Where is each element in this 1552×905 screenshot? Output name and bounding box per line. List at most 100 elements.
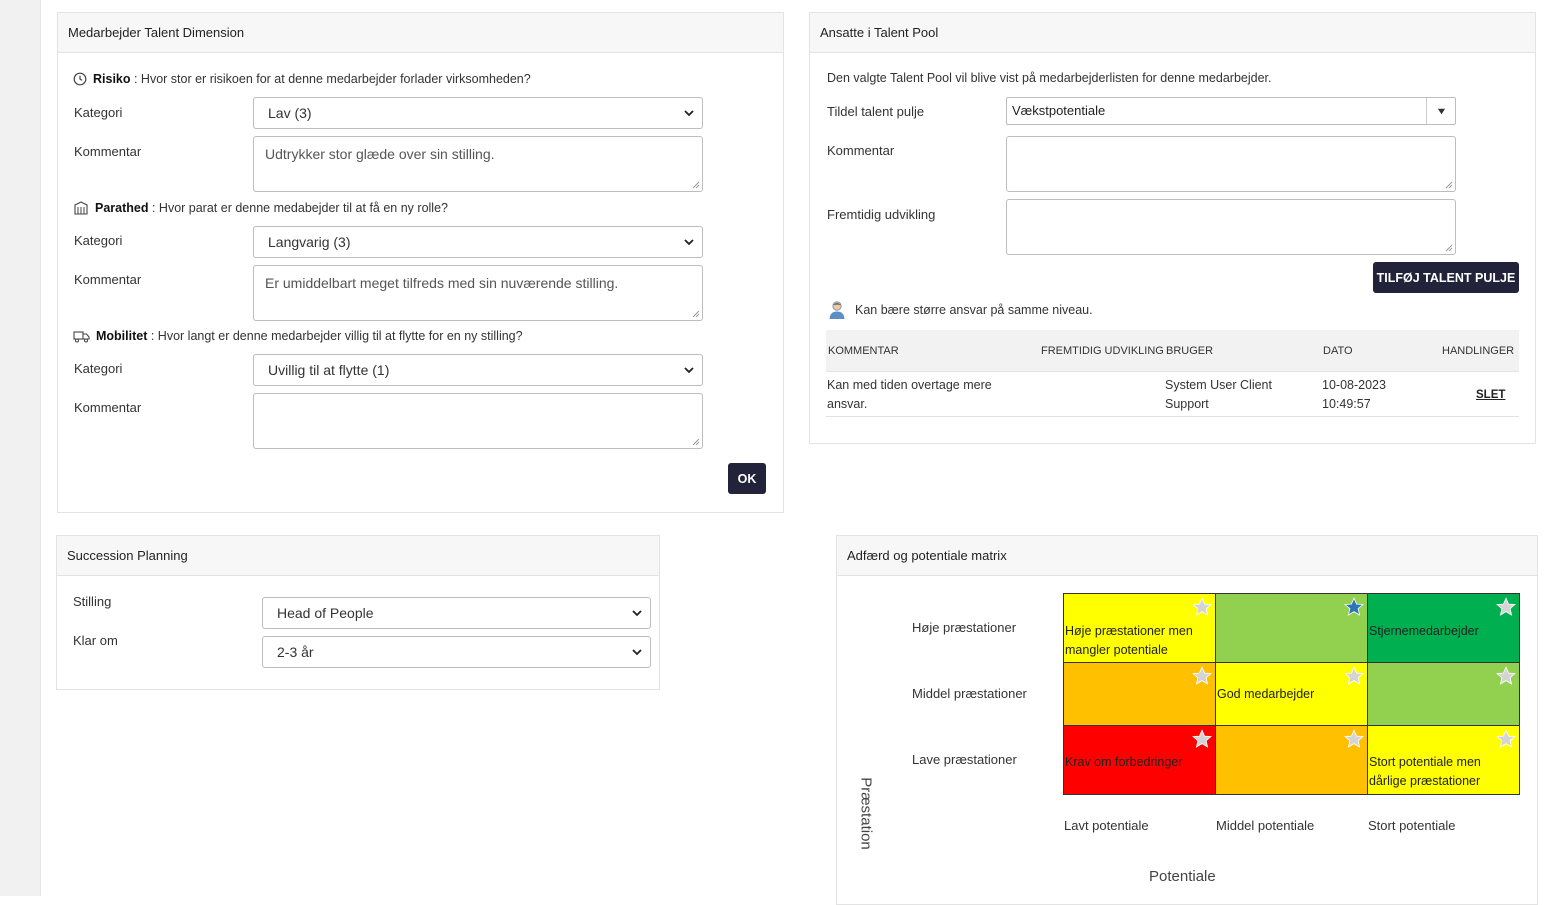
pool-kommentar-textarea[interactable] xyxy=(1006,136,1456,192)
panel-title: Adfærd og potentiale matrix xyxy=(837,536,1537,576)
star-icon[interactable] xyxy=(1344,597,1364,617)
panel-title: Medarbejder Talent Dimension xyxy=(58,13,783,53)
stilling-select[interactable]: Head of People xyxy=(262,597,651,629)
select-divider xyxy=(1426,98,1427,124)
matrix-cell-label-line: Stort potentiale men xyxy=(1369,755,1481,769)
matrix-cell-label: God medarbejder xyxy=(1217,685,1365,704)
truck-icon xyxy=(73,331,90,343)
panel-title: Ansatte i Talent Pool xyxy=(810,13,1535,53)
row-kommentar-line: ansvar. xyxy=(827,397,868,411)
readiness-question-text: : Hvor parat er denne medabejder til at … xyxy=(148,201,448,215)
matrix-cell[interactable]: Høje præstationer men mangler potentiale xyxy=(1063,593,1216,664)
chevron-down-icon xyxy=(684,367,694,374)
resize-handle-icon[interactable] xyxy=(1445,244,1453,252)
matrix-col-label-high: Stort potentiale xyxy=(1368,818,1456,833)
row-dato: 10-08-2023 10:49:57 xyxy=(1322,376,1386,414)
talent-pool-note: Kan bære større ansvar på samme niveau. xyxy=(828,300,1093,320)
star-icon[interactable] xyxy=(1192,597,1212,617)
column-header-fremtidig-udvikling: FREMTIDIG UDVIKLING xyxy=(1041,345,1164,357)
mobility-question: Mobilitet : Hvor langt er denne medarbej… xyxy=(73,327,523,345)
matrix-cell-label-line: Krav om forbedringer xyxy=(1065,755,1183,769)
column-header-dato: DATO xyxy=(1323,345,1353,357)
delete-link[interactable]: SLET xyxy=(1476,389,1506,401)
risk-kommentar-label: Kommentar xyxy=(74,144,142,159)
risk-kategori-select[interactable]: Lav (3) xyxy=(253,97,703,129)
matrix-cell[interactable]: God medarbejder xyxy=(1215,662,1368,727)
readiness-kommentar-textarea[interactable]: Er umiddelbart meget tilfreds med sin nu… xyxy=(253,265,703,321)
row-dato-line: 10-08-2023 xyxy=(1322,378,1386,392)
talent-pool-info: Den valgte Talent Pool vil blive vist på… xyxy=(827,71,1272,85)
klar-om-value: 2-3 år xyxy=(277,644,314,660)
building-icon xyxy=(74,201,88,215)
chevron-down-icon xyxy=(684,110,694,117)
assign-talent-pool-value: Vækstpotentiale xyxy=(1012,103,1106,118)
matrix-cell[interactable] xyxy=(1063,662,1216,727)
matrix-row-label-low: Lave præstationer xyxy=(912,752,1017,767)
mobility-kommentar-label: Kommentar xyxy=(74,400,142,415)
left-sidebar xyxy=(0,0,41,896)
risk-label: Risiko xyxy=(93,72,131,86)
matrix-cell[interactable] xyxy=(1367,662,1520,727)
star-icon[interactable] xyxy=(1496,597,1516,617)
star-icon[interactable] xyxy=(1496,729,1516,749)
star-icon[interactable] xyxy=(1344,666,1364,686)
resize-handle-icon[interactable] xyxy=(1445,181,1453,189)
readiness-kategori-select[interactable]: Langvarig (3) xyxy=(253,226,703,258)
risk-kategori-label: Kategori xyxy=(74,105,123,120)
star-icon[interactable] xyxy=(1192,666,1212,686)
mobility-label: Mobilitet xyxy=(96,329,148,343)
row-bruger: System User Client Support xyxy=(1165,376,1272,414)
resize-handle-icon[interactable] xyxy=(692,310,700,318)
chevron-down-icon xyxy=(632,649,642,656)
panel-title: Succession Planning xyxy=(57,536,659,576)
row-bruger-line: Support xyxy=(1165,397,1209,411)
star-icon[interactable] xyxy=(1496,666,1516,686)
readiness-kommentar-label: Kommentar xyxy=(74,272,142,287)
risk-kommentar-textarea[interactable]: Udtrykker stor glæde over sin stilling. xyxy=(253,136,703,192)
ok-button[interactable]: OK xyxy=(728,463,766,494)
assign-talent-pool-select[interactable]: Vækstpotentiale xyxy=(1006,97,1456,125)
matrix-cell-label: Høje præstationer men mangler potentiale xyxy=(1065,622,1213,660)
matrix-cell[interactable] xyxy=(1215,593,1368,664)
matrix-cell-label-line: God medarbejder xyxy=(1217,687,1315,701)
mobility-kategori-select[interactable]: Uvillig til at flytte (1) xyxy=(253,354,703,386)
matrix-col-label-middle: Middel potentiale xyxy=(1216,818,1315,833)
chevron-down-icon xyxy=(632,610,642,617)
matrix-x-axis-label: Potentiale xyxy=(1149,868,1216,885)
caret-down-icon xyxy=(1437,108,1446,115)
mobility-kommentar-textarea[interactable] xyxy=(253,393,703,449)
resize-handle-icon[interactable] xyxy=(692,438,700,446)
resize-handle-icon[interactable] xyxy=(692,181,700,189)
matrix-cell-label: Stjernemedarbejder xyxy=(1369,622,1517,641)
risk-kommentar-value: Udtrykker stor glæde over sin stilling. xyxy=(265,146,495,162)
future-development-textarea[interactable] xyxy=(1006,199,1456,255)
mobility-question-text: : Hvor langt er denne medarbejder villig… xyxy=(147,329,523,343)
pool-kommentar-label: Kommentar xyxy=(827,143,895,158)
matrix-y-axis-label: Præstation xyxy=(857,777,875,850)
matrix-cell[interactable] xyxy=(1215,725,1368,795)
row-kommentar: Kan med tiden overtage mere ansvar. xyxy=(827,376,992,414)
add-talent-pool-button[interactable]: TILFØJ TALENT PULJE xyxy=(1373,262,1519,293)
readiness-kategori-value: Langvarig (3) xyxy=(268,234,351,250)
clock-icon xyxy=(73,72,87,86)
matrix-cell[interactable]: Stjernemedarbejder xyxy=(1367,593,1520,664)
chevron-down-icon xyxy=(684,239,694,246)
stilling-label: Stilling xyxy=(73,594,112,609)
talent-pool-table-header: KOMMENTAR FREMTIDIG UDVIKLING BRUGER DAT… xyxy=(826,330,1519,372)
matrix-cell-label: Krav om forbedringer xyxy=(1065,753,1213,772)
readiness-label: Parathed xyxy=(95,201,149,215)
matrix-cell[interactable]: Stort potentiale men dårlige præstationer xyxy=(1367,725,1520,795)
star-icon[interactable] xyxy=(1344,729,1364,749)
column-header-bruger: BRUGER xyxy=(1166,345,1214,357)
star-icon[interactable] xyxy=(1192,729,1212,749)
klar-om-select[interactable]: 2-3 år xyxy=(262,636,651,668)
matrix-cell[interactable]: Krav om forbedringer xyxy=(1063,725,1216,795)
stilling-value: Head of People xyxy=(277,605,374,621)
readiness-kategori-label: Kategori xyxy=(74,233,123,248)
row-kommentar-line: Kan med tiden overtage mere xyxy=(827,378,992,392)
mobility-kategori-label: Kategori xyxy=(74,361,123,376)
risk-kategori-value: Lav (3) xyxy=(268,105,312,121)
matrix-cell-label: Stort potentiale men dårlige præstationer xyxy=(1369,753,1517,791)
assign-talent-pool-label: Tildel talent pulje xyxy=(827,104,925,119)
matrix-cell-label-line: mangler potentiale xyxy=(1065,643,1168,657)
